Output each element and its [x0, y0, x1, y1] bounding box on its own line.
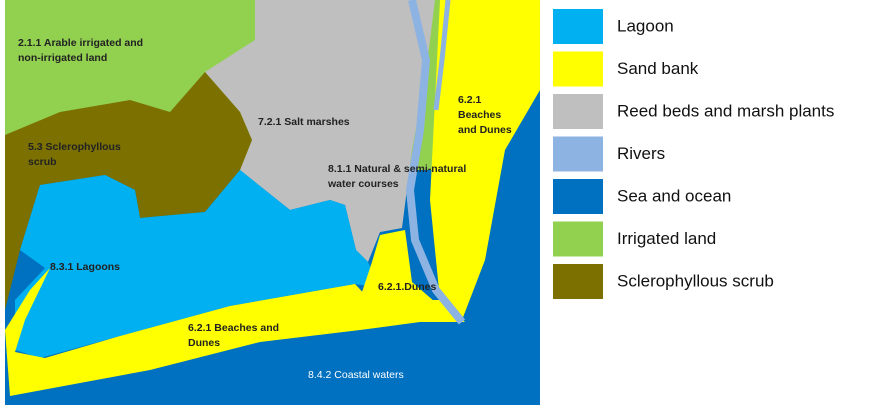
- map-label: 8.4.2 Coastal waters: [308, 369, 404, 381]
- dunes: [352, 230, 450, 322]
- label-line: water courses: [327, 178, 399, 190]
- label-line: 6.2.1 Beaches and: [188, 322, 279, 334]
- legend-swatch: [553, 94, 603, 129]
- map-label: 8.3.1 Lagoons: [50, 261, 120, 273]
- legend-swatch: [553, 9, 603, 44]
- map-label: 8.1.1 Natural & semi-natural water course…: [327, 163, 466, 190]
- label-line: scrub: [28, 156, 57, 168]
- sand-east: [430, 0, 540, 320]
- lagoon: [15, 170, 380, 358]
- legend-label: Lagoon: [617, 16, 674, 35]
- label-line: 5.3 Sclerophyllous: [28, 141, 121, 153]
- map-label: 6.2.1 Beaches and Dunes: [458, 94, 512, 136]
- label-line: 8.1.1 Natural & semi-natural: [328, 163, 466, 175]
- legend-swatch: [553, 221, 603, 257]
- legend-swatch: [553, 264, 603, 299]
- legend-swatch: [553, 51, 603, 87]
- map: [5, 0, 540, 405]
- legend-label: Rivers: [617, 144, 665, 163]
- legend: Lagoon Sand bank Reed beds and marsh plant…: [553, 9, 834, 299]
- label-line: 8.4.2 Coastal waters: [308, 369, 404, 381]
- legend-swatch: [553, 136, 603, 172]
- legend-label: Sea and ocean: [617, 186, 731, 205]
- river: [405, 0, 466, 325]
- label-line: 6.2.1.Dunes: [378, 281, 437, 293]
- legend-label: Sand bank: [617, 59, 699, 78]
- map-labels: 2.1.1 Arable irrigated and non-irrigated …: [18, 37, 512, 381]
- label-line: non-irrigated land: [18, 52, 107, 64]
- map-label: 5.3 Sclerophyllous scrub: [28, 141, 121, 168]
- label-line: Beaches: [458, 109, 501, 121]
- label-line: 6.2.1: [458, 94, 482, 106]
- legend-label: Reed beds and marsh plants: [617, 101, 834, 120]
- label-line: Dunes: [188, 337, 220, 349]
- reed-beds: [205, 0, 435, 262]
- label-line: 8.3.1 Lagoons: [50, 261, 120, 273]
- legend-label: Irrigated land: [617, 229, 716, 248]
- label-line: 2.1.1 Arable irrigated and: [18, 37, 143, 49]
- legend-label: Sclerophyllous scrub: [617, 271, 774, 290]
- sand-south: [5, 268, 465, 396]
- label-line: and Dunes: [458, 124, 512, 136]
- map-label: 6.2.1.Dunes: [378, 281, 437, 293]
- map-label: 2.1.1 Arable irrigated and non-irrigated …: [18, 37, 143, 64]
- label-line: 7.2.1 Salt marshes: [258, 116, 350, 128]
- map-label: 6.2.1 Beaches and Dunes: [188, 322, 279, 349]
- scrub: [5, 72, 252, 310]
- map-label: 7.2.1 Salt marshes: [258, 116, 350, 128]
- river: [433, 0, 451, 111]
- legend-swatch: [553, 179, 603, 214]
